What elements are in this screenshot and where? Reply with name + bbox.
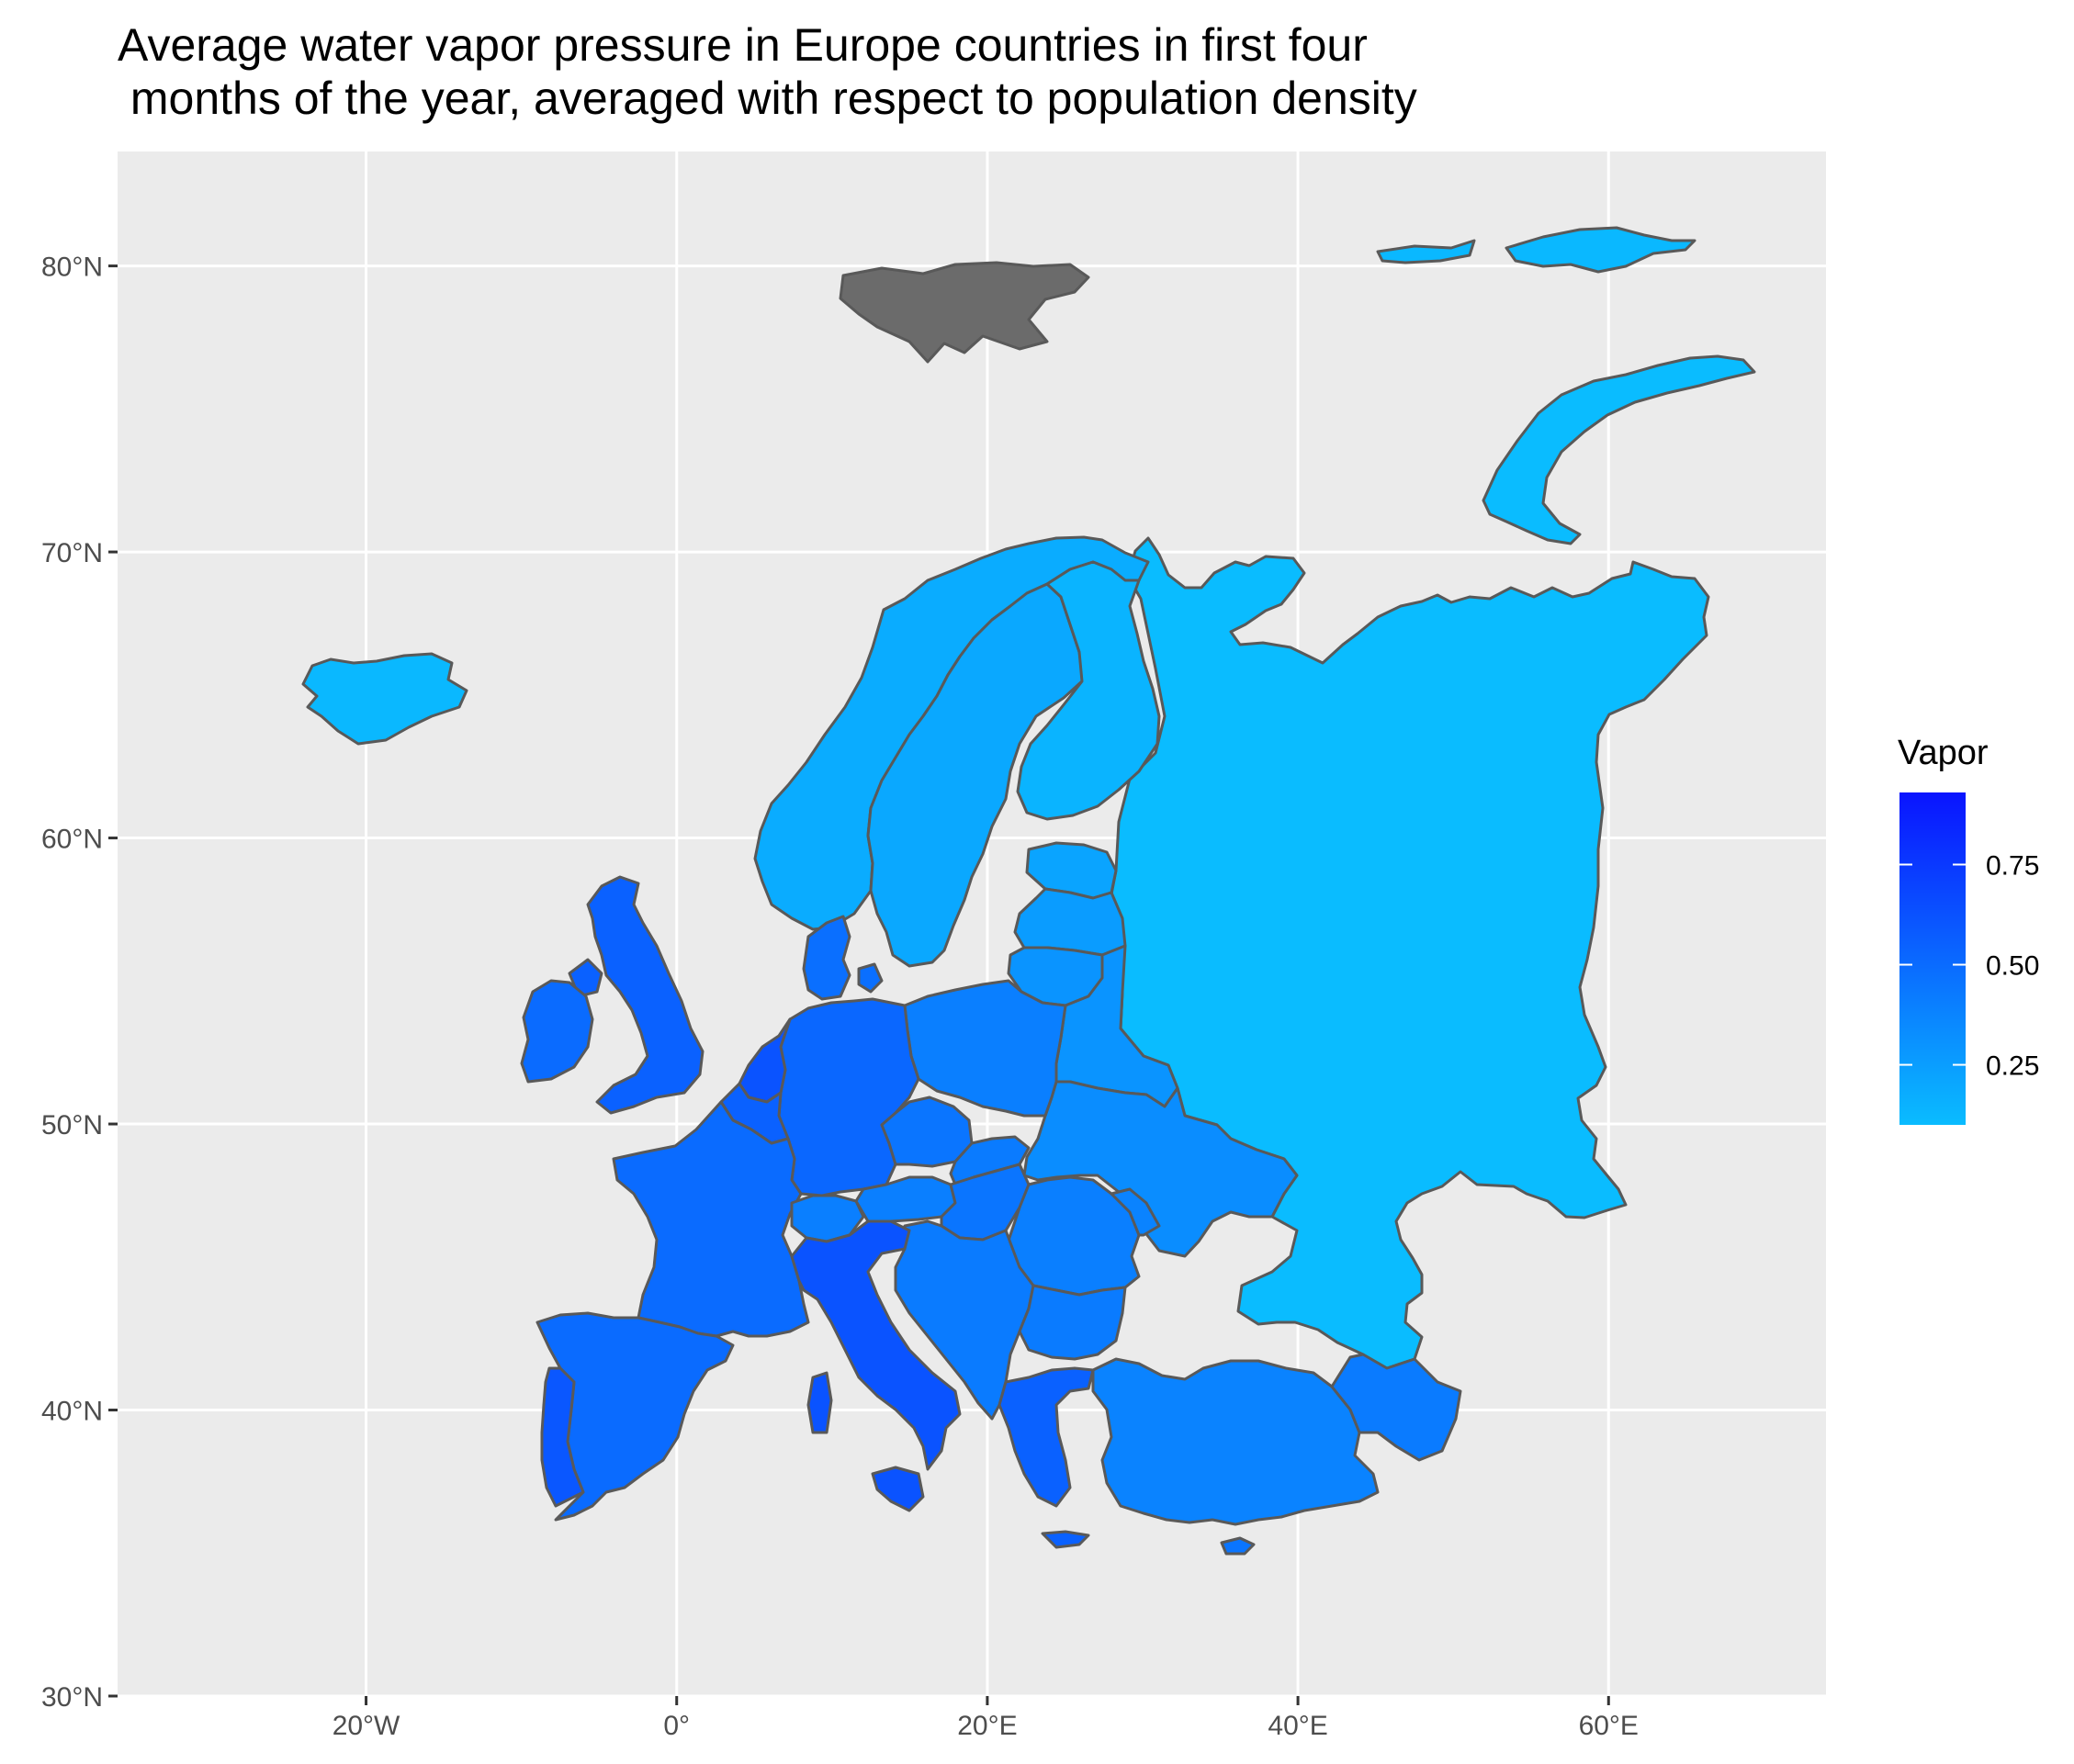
legend-break-label: 0.25 [1986,1051,2039,1082]
legend: Vapor 0.25 0.50 0.75 [1898,734,2039,1125]
region-poland [903,979,1067,1118]
country-layer [301,226,1756,1556]
title-line-2: months of the year, averaged with respec… [118,73,1417,124]
region-svalbard [839,261,1090,364]
legend-breaks: 0.25 0.50 0.75 [1899,851,2039,1082]
region-switzerland [790,1194,865,1243]
region-iceland [301,652,468,746]
axes: 20°W 0° 20°E 40°E 60°E 30°N 40°N 50°N 60°N 70°N 80… [41,253,1639,1741]
region-franz-josef-land [1376,226,1696,274]
legend-title: Vapor [1898,734,1989,772]
region-portugal [540,1366,585,1508]
y-tick-label: 70°N [41,538,103,568]
legend-break-label: 0.50 [1986,951,2039,982]
region-denmark [802,915,884,1001]
x-tick-label: 40°E [1268,1711,1327,1741]
y-tick-label: 50°N [41,1110,103,1140]
region-russia [1105,536,1710,1370]
x-tick-label: 0° [663,1711,690,1741]
region-bulgaria [1018,1284,1127,1361]
region-novaya-zemlya [1482,354,1756,545]
y-tick-label: 30°N [41,1682,103,1713]
region-cyprus [1220,1536,1256,1556]
region-ukraine [1022,1080,1299,1258]
region-ireland [520,979,594,1084]
chart-title: Average water vapor pressure in Europe c… [118,18,1863,125]
x-tick-label: 20°E [957,1711,1017,1741]
region-caucasus [1330,1353,1462,1462]
region-greece [998,1366,1095,1549]
x-tick-label: 60°E [1579,1711,1639,1741]
legend-break-label: 0.75 [1986,851,2039,882]
x-tick-label: 20°W [333,1711,400,1741]
region-moldova [1110,1187,1161,1237]
y-tick-label: 40°N [41,1397,103,1427]
title-line-1: Average water vapor pressure in Europe c… [118,19,1368,71]
y-tick-label: 60°N [41,825,103,855]
region-turkey [1091,1357,1380,1526]
legend-colorbar [1899,792,1966,1125]
region-france [612,1100,810,1338]
region-italy [790,1219,962,1512]
region-finland [1016,560,1161,821]
y-tick-label: 80°N [41,253,103,283]
